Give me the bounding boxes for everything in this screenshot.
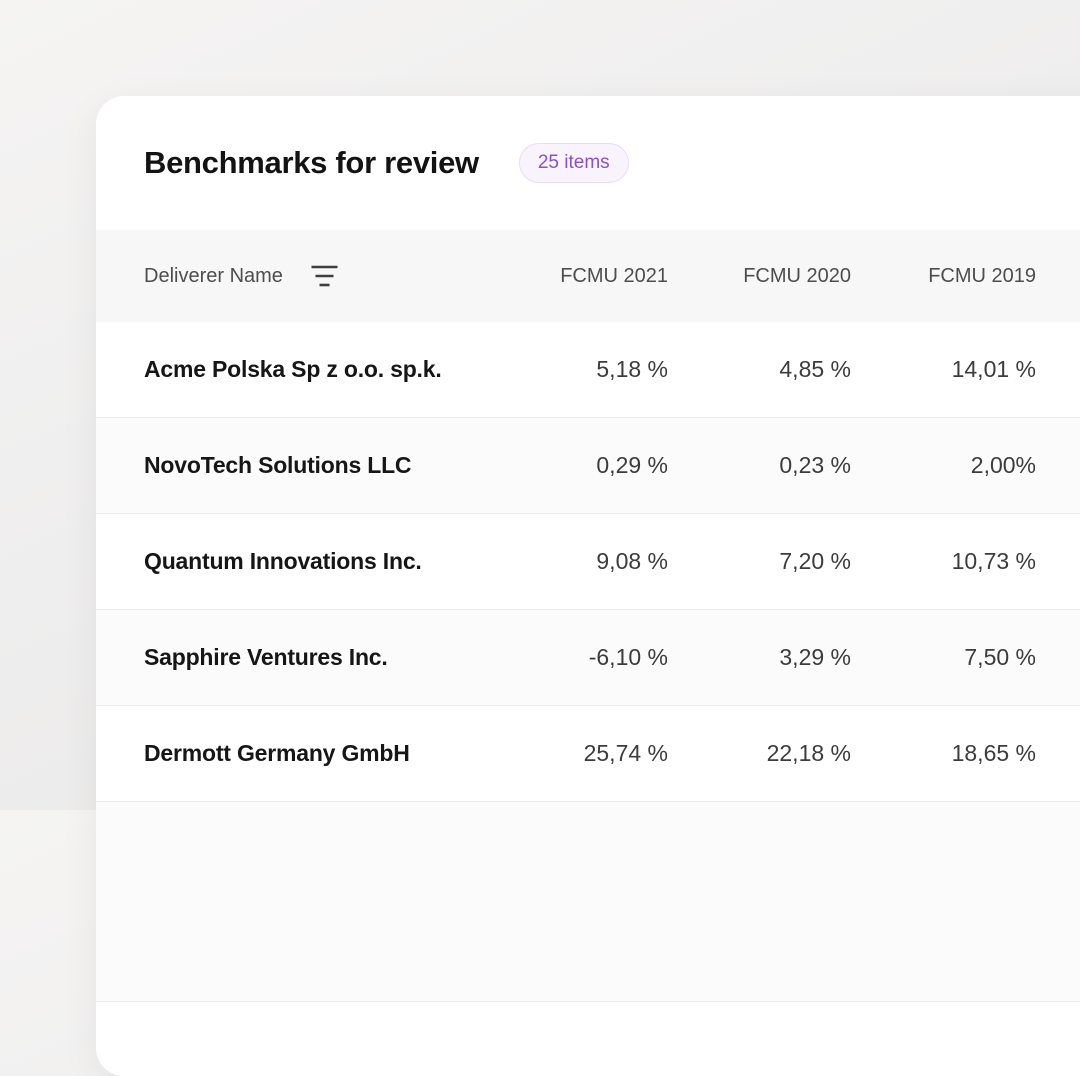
items-count-badge: 25 items bbox=[518, 142, 629, 184]
column-header-deliverer-name-label: Deliverer Name bbox=[144, 264, 283, 287]
card-header: Benchmarks for review 25 items bbox=[96, 96, 1080, 230]
column-header-fcmu-2019: FCMU 2019 bbox=[928, 264, 1036, 287]
fcmu-2019-cell: 2,00% bbox=[970, 452, 1036, 478]
fcmu-2019-cell: 10,73 % bbox=[951, 548, 1036, 574]
fcmu-2021-cell: 0,29 % bbox=[596, 452, 668, 478]
column-header-fcmu-2021: FCMU 2021 bbox=[560, 264, 668, 287]
fcmu-2019-cell: 7,50 % bbox=[964, 644, 1036, 670]
fcmu-2020-cell: 22,18 % bbox=[766, 740, 851, 766]
deliverer-name-cell: Acme Polska Sp z o.o. sp.k. bbox=[144, 356, 442, 382]
filter-button[interactable] bbox=[309, 263, 340, 289]
fcmu-2019-cell: 14,01 % bbox=[951, 356, 1036, 382]
fcmu-2021-cell: 9,08 % bbox=[596, 548, 668, 574]
table-row[interactable]: Acme Polska Sp z o.o. sp.k. 5,18 % 4,85 … bbox=[96, 322, 1080, 418]
table-row[interactable]: Dermott Germany GmbH 25,74 % 22,18 % 18,… bbox=[96, 706, 1080, 802]
table-row-partial bbox=[96, 802, 1080, 1002]
fcmu-2019-cell: 18,65 % bbox=[951, 740, 1036, 766]
deliverer-name-cell: Sapphire Ventures Inc. bbox=[144, 644, 388, 670]
filter-lines-icon bbox=[311, 265, 338, 287]
benchmarks-card: Benchmarks for review 25 items Deliverer… bbox=[96, 96, 1080, 1076]
column-header-fcmu-2020: FCMU 2020 bbox=[743, 264, 851, 287]
fcmu-2020-cell: 7,20 % bbox=[779, 548, 851, 574]
deliverer-name-cell: Quantum Innovations Inc. bbox=[144, 548, 422, 574]
fcmu-2020-cell: 4,85 % bbox=[779, 356, 851, 382]
column-header-deliverer-name: Deliverer Name bbox=[144, 263, 485, 289]
table-row[interactable]: Quantum Innovations Inc. 9,08 % 7,20 % 1… bbox=[96, 514, 1080, 610]
deliverer-name-cell: Dermott Germany GmbH bbox=[144, 740, 410, 766]
fcmu-2021-cell: 25,74 % bbox=[583, 740, 668, 766]
table-body: Acme Polska Sp z o.o. sp.k. 5,18 % 4,85 … bbox=[96, 322, 1080, 1002]
fcmu-2021-cell: 5,18 % bbox=[596, 356, 668, 382]
fcmu-2020-cell: 0,23 % bbox=[779, 452, 851, 478]
fcmu-2021-cell: -6,10 % bbox=[588, 644, 668, 670]
table-row[interactable]: NovoTech Solutions LLC 0,29 % 0,23 % 2,0… bbox=[96, 418, 1080, 514]
table-row[interactable]: Sapphire Ventures Inc. -6,10 % 3,29 % 7,… bbox=[96, 610, 1080, 706]
deliverer-name-cell: NovoTech Solutions LLC bbox=[144, 452, 412, 478]
fcmu-2020-cell: 3,29 % bbox=[779, 644, 851, 670]
page-title: Benchmarks for review bbox=[144, 145, 479, 180]
table-header-row: Deliverer Name FCMU 2021 FCMU 2020 FCMU … bbox=[96, 230, 1080, 322]
